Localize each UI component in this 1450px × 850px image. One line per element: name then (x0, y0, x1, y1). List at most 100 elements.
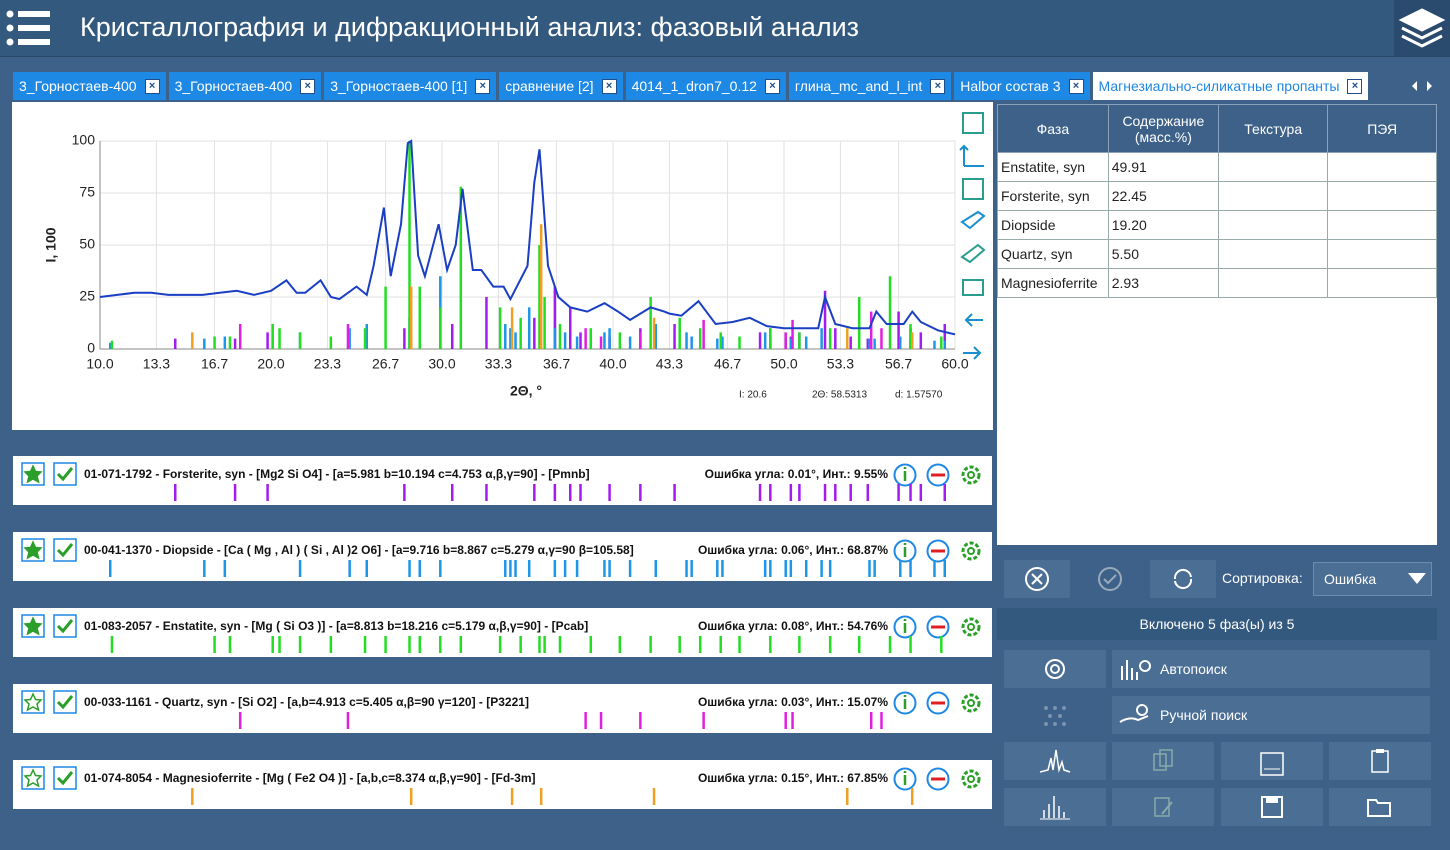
remove-button[interactable] (926, 539, 950, 563)
autosearch-button[interactable]: Автопоиск (1112, 650, 1430, 688)
sort-value: Ошибка (1324, 571, 1377, 587)
pattern-line (99, 139, 956, 336)
tab-close[interactable]: × (475, 78, 491, 94)
tab-close[interactable]: × (300, 78, 316, 94)
sort-label: Сортировка: (1222, 570, 1303, 586)
axes-button[interactable] (959, 144, 984, 167)
clipboard-button[interactable] (1329, 742, 1431, 780)
peaks-button[interactable] (1004, 742, 1106, 780)
phase-row: 01-083-2057 - Enstatite, syn - [Mg ( Si … (13, 608, 992, 657)
scale-button[interactable] (962, 178, 984, 200)
favorite-toggle[interactable] (21, 766, 45, 790)
refresh-button[interactable] (1150, 560, 1216, 598)
table-cell (1327, 268, 1437, 298)
check-box (53, 462, 77, 486)
tab-label: 3_Горностаев-400 (174, 78, 293, 94)
tab[interactable]: 4014_1_dron7_0.12 × (625, 72, 786, 100)
favorite-toggle[interactable] (21, 690, 45, 714)
x-tick-label: 53.3 (827, 356, 854, 372)
column-header: Текстура (1217, 104, 1329, 153)
enable-toggle[interactable] (53, 766, 77, 790)
tab-close[interactable]: × (764, 78, 780, 94)
remove-button[interactable] (926, 767, 950, 791)
tab[interactable]: сравнение [2] × (499, 72, 623, 100)
tab-close[interactable]: × (1347, 78, 1363, 94)
table-cell (1327, 239, 1437, 269)
star (23, 464, 43, 484)
fit-button[interactable] (962, 112, 984, 134)
table-cell (1217, 268, 1329, 298)
table-cell: Magnesioferrite (997, 268, 1109, 298)
sticks-button[interactable] (1004, 788, 1106, 826)
back-button[interactable] (964, 313, 983, 327)
remove-label-button[interactable] (960, 210, 986, 230)
remove-button[interactable] (926, 615, 950, 639)
sort-select[interactable]: Ошибка (1313, 562, 1432, 596)
check (56, 619, 74, 634)
tab-close[interactable]: × (1068, 78, 1084, 94)
forward-button[interactable] (963, 346, 982, 360)
network-button[interactable] (1004, 696, 1106, 734)
phase-row: 00-041-1370 - Diopside - [Ca ( Mg , Al )… (13, 532, 992, 581)
gear-inner (967, 699, 975, 707)
settings-button[interactable] (961, 541, 981, 561)
tab[interactable]: 3_Горностаев-400 × (168, 72, 322, 100)
settings-button[interactable] (961, 693, 981, 713)
check-box (53, 690, 77, 714)
edit-button[interactable] (1112, 788, 1214, 826)
tab[interactable]: Halbor состав 3 × (954, 72, 1090, 100)
menu-icon[interactable] (6, 10, 52, 46)
tab-label: сравнение [2] (505, 78, 594, 94)
favorite-toggle[interactable] (21, 614, 45, 638)
enable-toggle[interactable] (53, 690, 77, 714)
enable-toggle[interactable] (53, 538, 77, 562)
y-tick-label: 0 (87, 340, 95, 356)
phase-icons (21, 614, 981, 653)
table-cell: 49.91 (1107, 152, 1219, 182)
tab-close[interactable]: × (144, 78, 160, 94)
info-button[interactable] (893, 767, 917, 791)
x-tick-label: 16.7 (201, 356, 228, 372)
tab-scroll[interactable] (1409, 76, 1437, 96)
settings-button[interactable] (961, 465, 981, 485)
table-cell (1217, 239, 1329, 269)
database-button[interactable] (1112, 742, 1214, 780)
tab[interactable]: 3_Горностаев-400 × (13, 72, 166, 100)
favorite-toggle[interactable] (21, 462, 45, 486)
layers-button[interactable] (1394, 0, 1450, 56)
label-button[interactable] (960, 243, 986, 264)
table-row: Forsterite, syn 22.45 (997, 181, 1437, 211)
save-button[interactable] (1221, 788, 1323, 826)
tab-close[interactable]: × (601, 78, 617, 94)
info-button[interactable] (893, 691, 917, 715)
table-row: Enstatite, syn 49.91 (997, 152, 1437, 182)
enable-toggle[interactable] (53, 614, 77, 638)
snapshot-button[interactable] (962, 279, 984, 296)
remove-button[interactable] (926, 463, 950, 487)
tab[interactable]: Магнезиально-силикатные пропанты × (1092, 72, 1369, 100)
info-button[interactable] (893, 463, 917, 487)
info-button[interactable] (893, 539, 917, 563)
check (56, 467, 74, 482)
settings-button[interactable] (961, 617, 981, 637)
rir-button[interactable] (1221, 742, 1323, 780)
manual-search-button[interactable]: Ручной поиск (1112, 696, 1430, 734)
open-button[interactable] (1329, 788, 1431, 826)
gear-outer (961, 541, 981, 561)
settings-button[interactable] (1004, 650, 1106, 688)
tab-close[interactable]: × (930, 78, 946, 94)
phase-row: 00-033-1161 - Quartz, syn - [Si O2] - [a… (13, 684, 992, 733)
info-button[interactable] (893, 615, 917, 639)
remove-button[interactable] (926, 691, 950, 715)
favorite-toggle[interactable] (21, 538, 45, 562)
enable-toggle[interactable] (53, 462, 77, 486)
grid (99, 140, 956, 350)
apply-button[interactable] (1077, 560, 1143, 598)
phase-row: 01-074-8054 - Magnesioferrite - [Mg ( Fe… (13, 760, 992, 809)
tab[interactable]: 3_Горностаев-400 [1] × (324, 72, 497, 100)
tab[interactable]: глина_mc_and_l_int × (788, 72, 952, 100)
column-header: Содержание (масс.%) (1107, 104, 1219, 153)
settings-button[interactable] (961, 769, 981, 789)
clear-button[interactable] (1004, 560, 1070, 598)
chart: 2Θ, ° I, 100 I: 20.6 2Θ: 58.5313 d: 1.57… (43, 112, 986, 401)
